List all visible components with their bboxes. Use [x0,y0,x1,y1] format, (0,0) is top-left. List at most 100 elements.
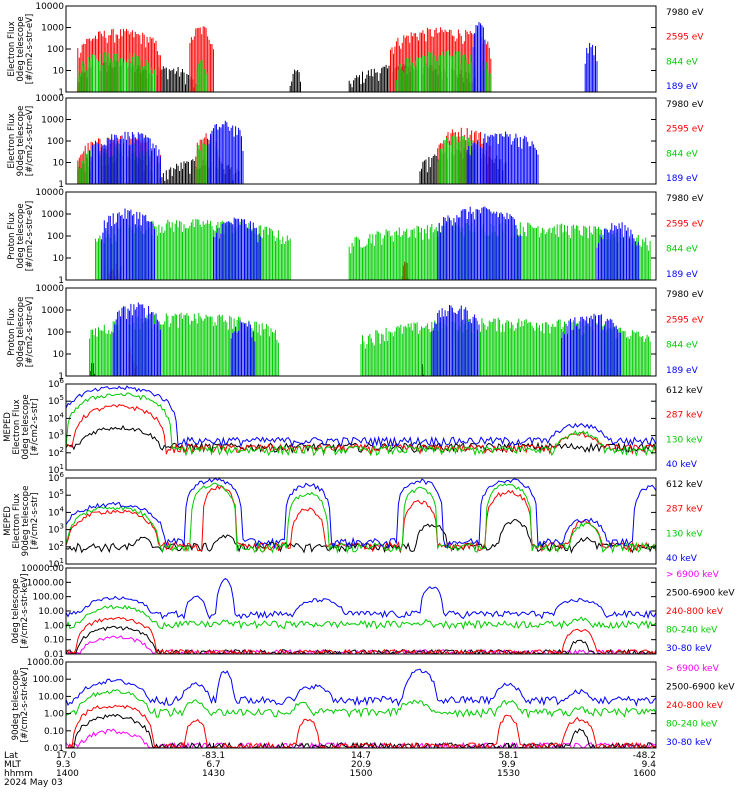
y-axis-label: Electron Flux [12,493,22,548]
y-tick-label: 0.01 [44,744,64,754]
y-tick-label: 100 [47,45,64,55]
date-label: 2024 May 03 [4,778,63,788]
y-tick-label: 100 [47,232,64,242]
y-tick-label: 1.00 [44,710,64,720]
series-trace [66,424,656,454]
legend-entry: 844 eV [666,57,699,67]
legend-entry: 2595 eV [666,125,704,135]
y-axis-label: [#/cm2-s-str-keV] [20,574,30,649]
y-axis-label: [#/cm2-s-str] [30,399,40,456]
series-trace [66,403,656,456]
y-axis-label: 90deg telescope [11,670,21,741]
legend-entry: 612 keV [666,480,703,490]
trace-group [95,206,651,280]
y-axis-label: [#/cm2-s-str-eV] [25,201,35,271]
y-tick-label: 100.00 [33,675,65,685]
panel-frame [65,477,657,565]
legend-entry: 30-80 keV [666,644,712,654]
series-trace [66,482,656,554]
y-axis-label: 0deg telescope [16,16,26,81]
y-tick-label: 1000 [41,306,64,316]
series-trace [89,120,539,184]
y-axis-label: 90deg telescope [16,106,26,177]
legend-entry: 80-240 keV [666,720,718,730]
y-tick-label: 1 [58,276,64,286]
chart-panel: 1 10 100 1000 10000 Proton Flux 90deg telescop… [7,284,704,382]
chart-panel: 1 10 100 1000 10000 Electron Flux 90deg telesc… [7,94,704,190]
y-axis-label: [#/cm2-s-str] [30,493,40,550]
chart-panel: 1 10 100 1000 10000 Proton Flux 0deg telescope… [7,188,704,286]
y-axis-label: Electron Flux [7,21,17,76]
legend-entry: 189 eV [666,82,699,92]
y-axis-label: MEPED [3,506,13,536]
time-axis-row-label: Lat [4,751,19,761]
y-tick-label: 10 [53,350,65,360]
legend-entry: 612 keV [666,386,703,396]
y-tick-label: 10000 [35,188,64,198]
series-trace [112,302,622,376]
y-tick-label: 103 [48,429,64,442]
legend-entry: 844 eV [666,149,699,159]
y-tick-label: 100 [47,328,64,338]
series-trace [77,50,492,92]
y-tick-label: 10000 [35,284,64,294]
time-axis-value: 9.3 [56,760,70,770]
y-tick-label: 1.00 [44,621,64,631]
series-trace [95,219,651,280]
time-axis-value: 1600 [633,769,656,779]
y-tick-label: 106 [48,377,64,390]
y-tick-label: 103 [48,523,64,536]
legend-entry: > 6900 keV [666,664,720,674]
series-trace [66,604,656,630]
legend-entry: 2595 eV [666,315,704,325]
y-tick-label: 1 [58,180,64,190]
y-tick-label: 0.10 [44,636,64,646]
y-axis-label: 0deg telescope [21,394,31,459]
chart-panel: 0.01 0.10 1.00 10.00 100.00 1000.00 90deg tele… [11,658,735,754]
y-tick-label: 10 [53,159,65,169]
time-axis-value: -48.2 [633,751,656,761]
series-trace [66,668,656,707]
legend-entry: 287 keV [666,411,703,421]
legend-entry: 2500-6900 keV [666,683,735,693]
trace-group [89,302,651,376]
y-tick-label: 10.00 [38,692,64,702]
y-tick-label: 1000 [41,210,64,220]
panel-frame [65,383,657,471]
series-trace [66,478,656,550]
series-trace [66,704,656,748]
y-tick-label: 10.00 [38,607,64,617]
time-axis-value: 6.7 [206,760,220,770]
y-axis-label: [#/cm2-s-str-eV] [25,297,35,367]
y-tick-label: 105 [48,394,64,407]
y-tick-label: 1000 [41,24,64,34]
legend-entry: 7980 eV [666,100,704,110]
legend-entry: 2595 eV [666,33,704,43]
time-axis-value: 20.9 [351,760,371,770]
y-tick-label: 0.01 [44,650,64,660]
legend-entry: 7980 eV [666,8,704,18]
y-axis-label: 0deg telescope [16,203,26,268]
legend-entry: 240-800 keV [666,701,724,711]
y-tick-label: 1000.00 [27,658,64,668]
y-tick-label: 1000 [41,116,64,126]
y-axis-label: Proton Flux [7,308,17,356]
y-tick-label: 104 [48,505,64,518]
legend-entry: 7980 eV [666,290,704,300]
series-trace [66,625,656,654]
legend-entry: 130 keV [666,529,703,539]
legend-entry: 30-80 keV [666,738,712,748]
legend-entry: 189 eV [666,366,699,376]
time-axis-value: 14.7 [351,751,371,761]
legend-entry: 40 keV [666,554,698,564]
time-axis-value: 1500 [350,769,373,779]
time-axis-value: 17.0 [56,751,76,761]
y-tick-label: 1 [58,372,64,382]
time-axis-value: 1430 [202,769,225,779]
y-tick-label: 10 [53,67,65,77]
trace-group [77,22,598,92]
time-axis: Lat 17.0 -83.1 14.7 58.1 -48.2 MLT 9.3 6.7 20.9 9.… [4,743,657,788]
legend-entry: 130 keV [666,435,703,445]
